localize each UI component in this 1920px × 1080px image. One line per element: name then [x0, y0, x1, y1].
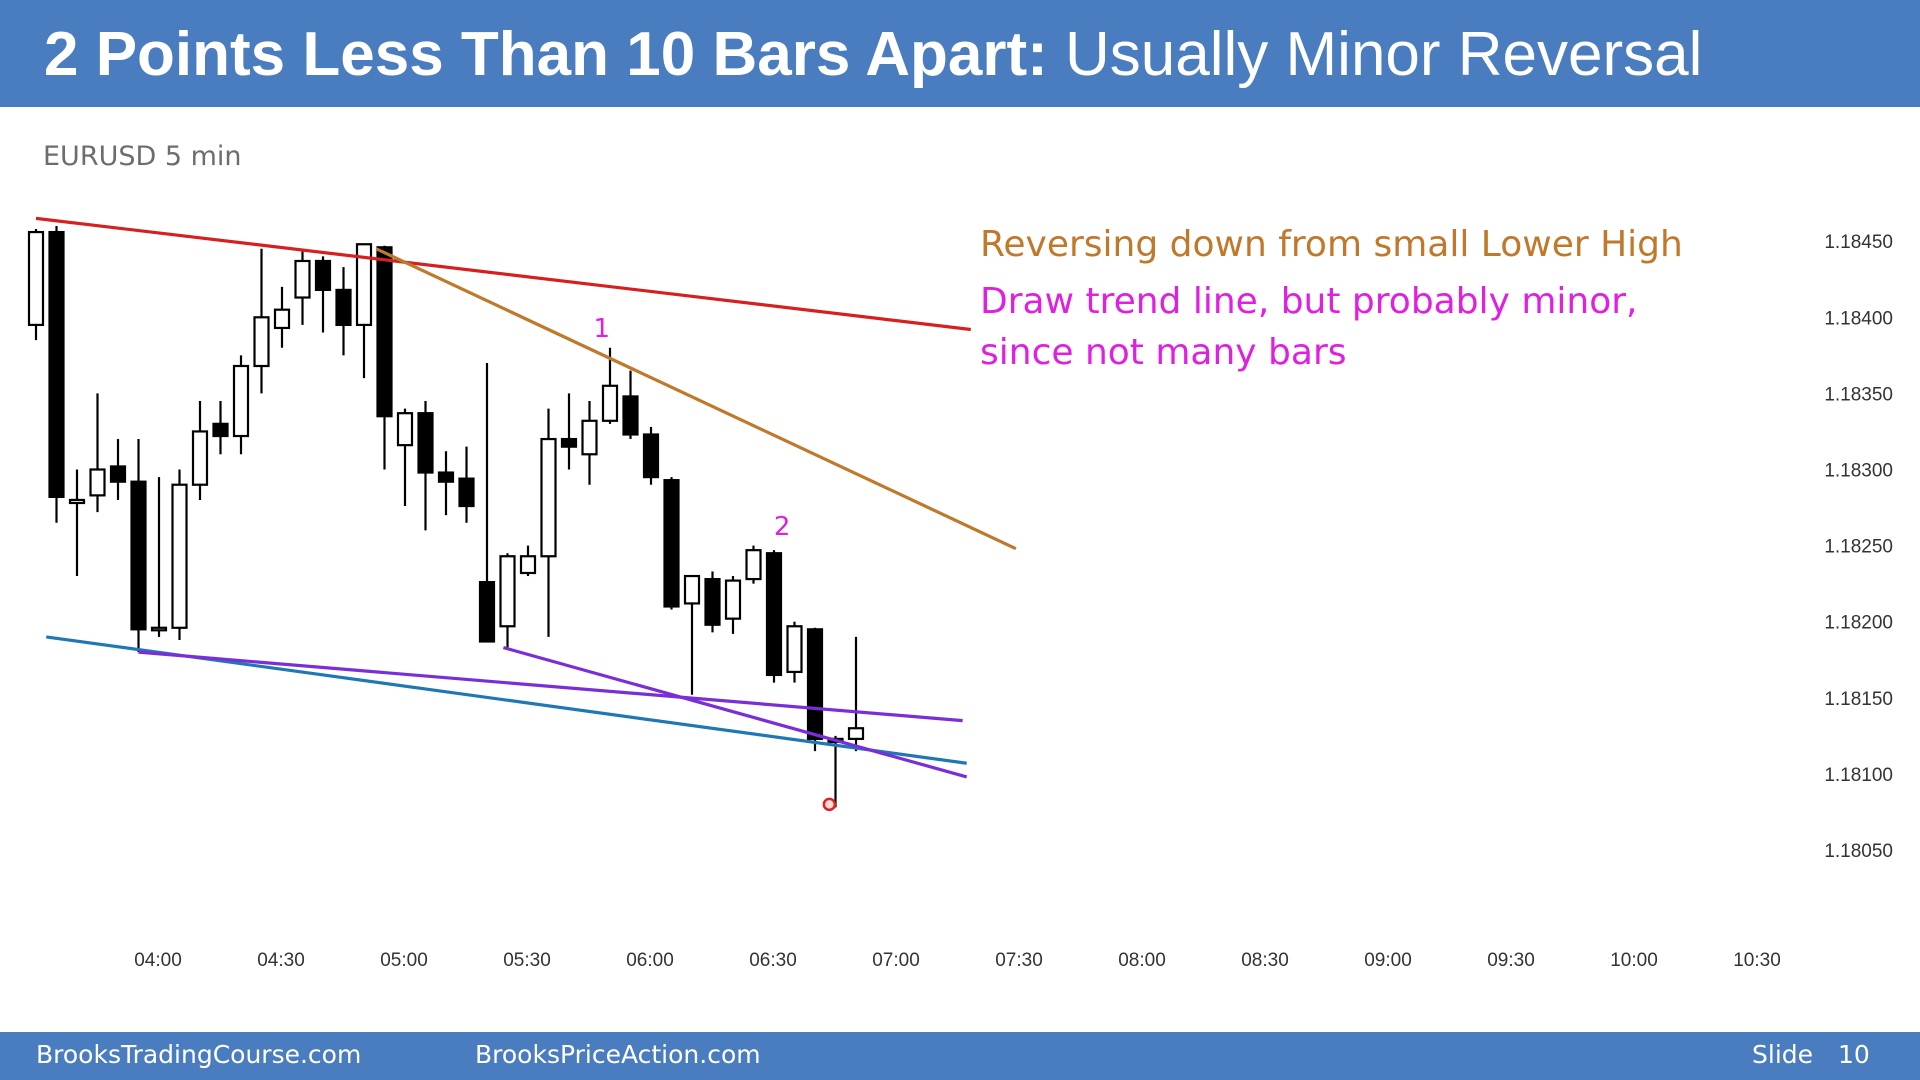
candle-body: [704, 577, 721, 626]
candle-body: [48, 230, 65, 498]
candle-body: [89, 468, 106, 497]
candle-body: [171, 483, 188, 629]
y-tick-label: 1.18200: [1824, 613, 1893, 634]
candle-body: [150, 626, 168, 632]
y-tick-label: 1.18450: [1824, 232, 1893, 253]
candle-body: [478, 581, 496, 643]
x-tick-label: 10:30: [1733, 950, 1781, 971]
candle-body: [68, 498, 86, 505]
x-tick-label: 10:00: [1610, 950, 1658, 971]
candle-body: [109, 465, 127, 483]
candle-body: [27, 230, 45, 327]
trend-line-red: [35, 216, 971, 332]
candle-body: [273, 308, 291, 330]
red-dot: [822, 797, 837, 812]
candle-body: [191, 430, 209, 486]
symbol-label: EURUSD 5 min: [43, 141, 242, 172]
title-bold: 2 Points Less Than 10 Bars Apart:: [44, 20, 1048, 89]
candle-body: [622, 395, 639, 436]
y-tick-label: 1.18400: [1824, 308, 1893, 329]
candle-body: [437, 471, 455, 483]
x-tick-label: 04:30: [257, 950, 305, 971]
title-rest: Usually Minor Reversal: [1047, 20, 1703, 89]
footer-slide-number: 10: [1838, 1040, 1870, 1069]
candle-body: [663, 479, 680, 608]
candle-body: [417, 412, 434, 474]
slide-title: 2 Points Less Than 10 Bars Apart: Usuall…: [44, 18, 1702, 92]
candle-body: [601, 384, 619, 422]
x-tick-label: 04:00: [134, 950, 182, 971]
candle-body: [130, 480, 147, 631]
candle-body: [376, 246, 393, 418]
candle-body: [724, 579, 742, 620]
x-tick-label: 08:30: [1241, 950, 1289, 971]
trend-line-purple-1: [138, 650, 963, 723]
candle-body: [642, 433, 660, 479]
x-tick-label: 05:30: [503, 950, 551, 971]
candle-body: [765, 552, 783, 677]
candle-body: [683, 574, 701, 605]
trend-line-orange: [375, 247, 1017, 551]
candlestick-chart: 1.18050 1.18100 1.18150 1.18200 1.18250 1.183…: [27, 216, 1893, 971]
y-tick-label: 1.18350: [1824, 384, 1893, 405]
candle-body: [335, 288, 352, 327]
x-tick-label: 09:30: [1487, 950, 1535, 971]
swing-label: 2: [774, 512, 791, 542]
candle-body: [355, 243, 373, 327]
candle-body: [519, 555, 537, 575]
candle-body: [458, 477, 475, 508]
candle-body: [745, 549, 762, 581]
candle-body: [396, 412, 414, 447]
candle-body: [253, 316, 270, 368]
candle-body: [806, 628, 824, 740]
note-trend-line-2: since not many bars: [980, 332, 1347, 373]
trend-line-purple-2: [502, 646, 968, 779]
swing-label: 1: [594, 314, 611, 344]
note-lower-high: Reversing down from small Lower High: [980, 224, 1683, 265]
candle-body: [314, 259, 332, 292]
candle-body: [560, 437, 578, 448]
y-tick-label: 1.18250: [1824, 537, 1893, 558]
x-tick-label: 06:00: [626, 950, 674, 971]
y-tick-label: 1.18050: [1824, 841, 1893, 862]
candle-body: [499, 555, 516, 628]
x-tick-label: 07:00: [872, 950, 920, 971]
footer-site-course[interactable]: BrooksTradingCourse.com: [36, 1040, 362, 1069]
x-tick-label: 09:00: [1364, 950, 1412, 971]
footer-site-priceaction[interactable]: BrooksPriceAction.com: [475, 1040, 761, 1069]
candle-body: [212, 422, 229, 438]
x-tick-label: 05:00: [380, 950, 428, 971]
y-tick-label: 1.18300: [1824, 461, 1893, 482]
candle-body: [232, 364, 250, 438]
x-tick-label: 06:30: [749, 950, 797, 971]
footer-slide-label: Slide: [1752, 1040, 1814, 1069]
y-tick-label: 1.18100: [1824, 765, 1893, 786]
note-trend-line-1: Draw trend line, but probably minor,: [980, 281, 1638, 322]
x-tick-label: 08:00: [1118, 950, 1166, 971]
candle-body: [847, 727, 865, 740]
candle-body: [581, 419, 598, 456]
candle-body: [786, 625, 803, 674]
title-bar: [0, 0, 1920, 107]
footer-bar: BrooksTradingCourse.com BrooksPriceActio…: [0, 1032, 1920, 1080]
candle-body: [294, 259, 311, 299]
x-tick-label: 07:30: [995, 950, 1043, 971]
candle-body: [540, 437, 557, 558]
y-tick-label: 1.18150: [1824, 689, 1893, 710]
